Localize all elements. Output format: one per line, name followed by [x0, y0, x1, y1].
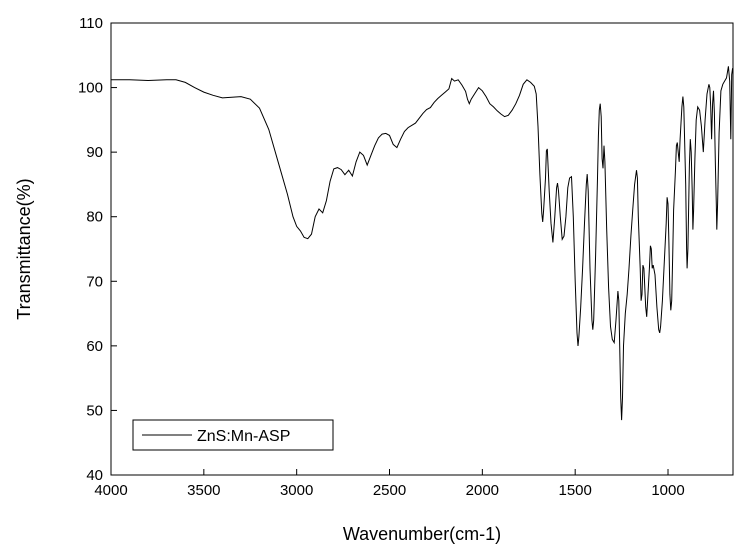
x-tick-label: 2000: [466, 482, 499, 499]
y-tick-label: 110: [79, 15, 103, 32]
y-tick-label: 70: [86, 273, 103, 290]
x-tick-label: 3500: [187, 482, 220, 499]
x-tick-label: 3000: [280, 482, 313, 499]
legend: ZnS:Mn-ASP: [132, 419, 334, 451]
y-tick-label: 50: [86, 402, 103, 419]
x-tick-label: 2500: [373, 482, 406, 499]
y-axis-title: Transmittance(%): [14, 178, 34, 319]
y-tick-label: 80: [86, 209, 103, 226]
y-tick-label: 60: [86, 338, 103, 355]
series-line-zns-mn-asp: [111, 66, 734, 421]
y-axis-ticks: 40 50 60 70 80 90 100 110: [78, 15, 117, 484]
x-tick-label: 4000: [94, 482, 127, 499]
plot-frame: [110, 22, 734, 476]
y-tick-label: 100: [78, 80, 103, 97]
y-tick-label: 90: [86, 144, 103, 161]
y-tick-label: 40: [86, 467, 103, 484]
x-tick-label: 1500: [558, 482, 591, 499]
x-axis-ticks: 4000 3500 3000 2500 2000 1500 1000: [94, 469, 685, 499]
legend-label: ZnS:Mn-ASP: [197, 428, 290, 445]
x-tick-label: 1000: [651, 482, 684, 499]
x-axis-title: Wavenumber(cm-1): [343, 524, 501, 544]
